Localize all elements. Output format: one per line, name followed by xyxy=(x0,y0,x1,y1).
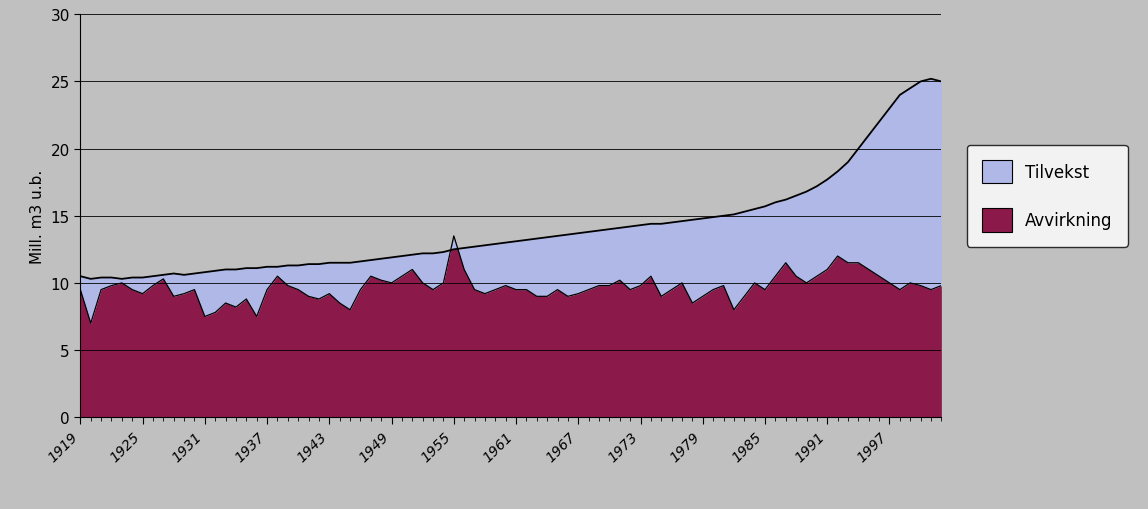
Legend: Tilvekst, Avvirkning: Tilvekst, Avvirkning xyxy=(967,145,1127,247)
Y-axis label: Mill. m3 u.b.: Mill. m3 u.b. xyxy=(30,169,45,263)
